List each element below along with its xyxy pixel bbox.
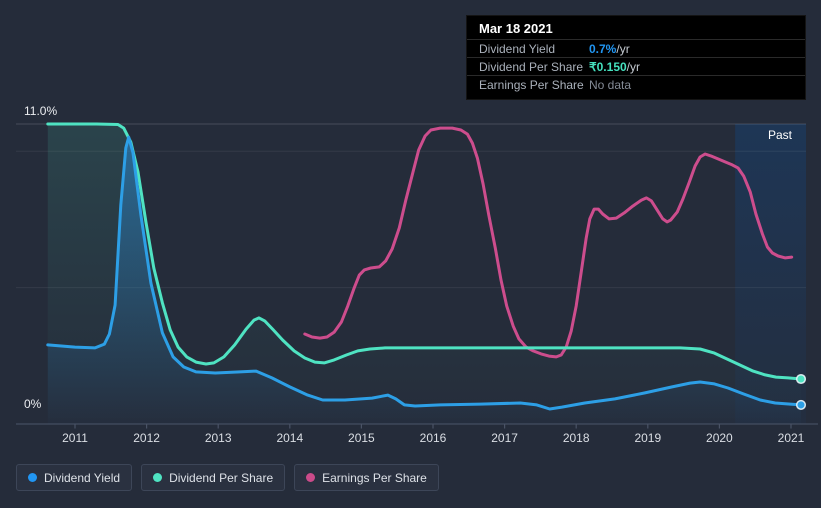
tooltip-row: Earnings Per Share No data bbox=[467, 75, 805, 93]
legend-item-label: Earnings Per Share bbox=[322, 470, 427, 485]
tooltip-row-value: ₹0.150 bbox=[589, 59, 627, 74]
tooltip-row-unit: /yr bbox=[626, 59, 641, 74]
series-area-dividend-yield bbox=[47, 137, 802, 424]
legend-item-label: Dividend Yield bbox=[44, 470, 121, 485]
x-axis-label: 2011 bbox=[62, 431, 88, 445]
legend-item-earnings-per-share[interactable]: Earnings Per Share bbox=[294, 464, 439, 491]
y-axis-zero-label: 0% bbox=[24, 397, 42, 411]
tooltip-row-label: Dividend Yield bbox=[479, 41, 556, 56]
past-region-label: Past bbox=[768, 128, 793, 142]
tooltip-row-unit: /yr bbox=[616, 41, 630, 56]
legend-dot-icon bbox=[28, 473, 37, 482]
x-axis-label: 2017 bbox=[491, 431, 518, 445]
x-axis-label: 2021 bbox=[777, 431, 805, 445]
series-endpoint-dot-dividend-yield[interactable] bbox=[795, 399, 807, 410]
y-axis-max-label: 11.0% bbox=[24, 104, 58, 118]
series-line-dividend-per-share bbox=[46, 122, 803, 381]
tooltip-date: Mar 18 2021 bbox=[479, 21, 553, 36]
tooltip-row: Dividend Per Share ₹0.150 /yr bbox=[467, 57, 805, 75]
tooltip-row-label: Earnings Per Share bbox=[479, 77, 584, 92]
series-line-dividend-yield bbox=[46, 135, 803, 411]
x-axis-label: 2016 bbox=[419, 431, 447, 445]
legend-dot-icon bbox=[306, 473, 316, 482]
tooltip-row-label: Dividend Per Share bbox=[479, 59, 584, 74]
x-axis-label: 2013 bbox=[204, 431, 232, 445]
x-axis-label: 2012 bbox=[133, 431, 160, 445]
x-axis-label: 2019 bbox=[634, 431, 662, 445]
x-axis-label: 2020 bbox=[706, 431, 733, 445]
series-line-earnings-per-share bbox=[303, 126, 794, 359]
legend-item-dividend-per-share[interactable]: Dividend Per Share bbox=[141, 464, 286, 491]
legend-item-label: Dividend Per Share bbox=[169, 470, 274, 485]
tooltip-row: Dividend Yield 0.7% /yr bbox=[467, 39, 805, 57]
plot-area[interactable] bbox=[0, 0, 821, 456]
legend-item-dividend-yield[interactable]: Dividend Yield bbox=[16, 464, 133, 491]
tooltip: Mar 18 2021 Dividend Yield 0.7% /yr Divide… bbox=[466, 15, 806, 100]
x-axis-label: 2015 bbox=[348, 431, 375, 445]
x-axis-label: 2018 bbox=[562, 431, 590, 445]
x-axis-label: 2014 bbox=[276, 431, 304, 445]
series-endpoint-dot-dividend-per-share[interactable] bbox=[795, 373, 807, 385]
tooltip-row-value: 0.7% bbox=[589, 41, 617, 56]
legend: Dividend Yield Dividend Per Share Earnings… bbox=[16, 464, 439, 491]
tooltip-row-value: No data bbox=[589, 77, 632, 92]
legend-dot-icon bbox=[153, 473, 163, 482]
